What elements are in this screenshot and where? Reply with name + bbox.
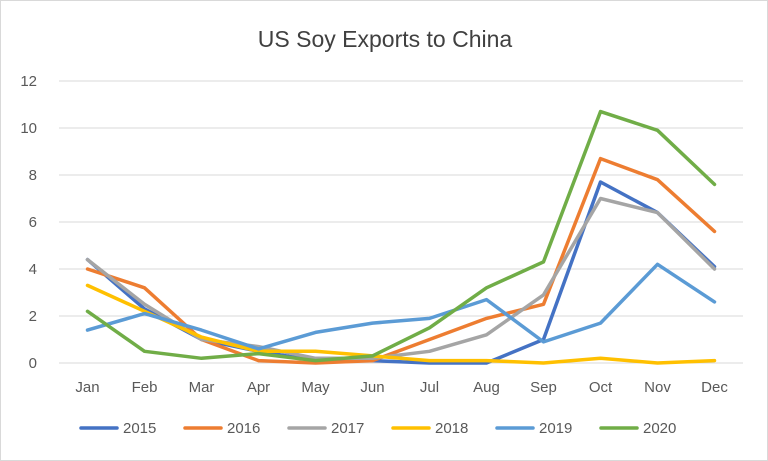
x-tick-label: Oct	[589, 379, 613, 396]
legend-label: 2015	[123, 420, 156, 437]
x-tick-label: May	[301, 379, 330, 396]
y-axis-ticks: 0 2 4 6 8 10 12	[20, 73, 37, 372]
legend-item-2017: 2017	[287, 420, 364, 437]
x-tick-label: Aug	[473, 379, 500, 396]
y-tick-label: 6	[29, 214, 37, 231]
x-axis-ticks: Jan Feb Mar Apr May Jun Jul Aug Sep Oct Nov Dec	[75, 379, 728, 396]
legend-label: 2018	[435, 420, 468, 437]
x-tick-label: Feb	[132, 379, 158, 396]
legend-label: 2020	[643, 420, 676, 437]
x-tick-label: Apr	[247, 379, 270, 396]
chart-title: US Soy Exports to China	[258, 26, 513, 52]
x-tick-label: Jan	[75, 379, 99, 396]
series-lines	[85, 109, 717, 365]
legend-label: 2019	[539, 420, 572, 437]
legend-item-2015: 2015	[79, 420, 156, 437]
x-tick-label: Jun	[360, 379, 384, 396]
y-tick-label: 0	[29, 355, 37, 372]
y-tick-label: 10	[20, 120, 37, 137]
series-line-2015	[85, 180, 717, 365]
legend-label: 2017	[331, 420, 364, 437]
series-line-2018	[85, 283, 717, 365]
legend-item-2016: 2016	[183, 420, 260, 437]
legend-label: 2016	[227, 420, 260, 437]
x-tick-label: Jul	[420, 379, 439, 396]
y-tick-label: 8	[29, 167, 37, 184]
x-tick-label: Mar	[189, 379, 215, 396]
legend-item-2019: 2019	[495, 420, 572, 437]
series-line-2020	[85, 109, 717, 363]
x-tick-label: Nov	[644, 379, 671, 396]
x-tick-label: Dec	[701, 379, 728, 396]
legend-item-2018: 2018	[391, 420, 468, 437]
y-tick-label: 12	[20, 73, 37, 90]
series-line-2019	[85, 262, 717, 351]
legend: 2015 2016 2017 2018 2019 2020	[79, 420, 676, 437]
series-line-2016	[85, 156, 717, 365]
y-tick-label: 4	[29, 261, 37, 278]
legend-item-2020: 2020	[599, 420, 676, 437]
y-tick-label: 2	[29, 308, 37, 325]
x-tick-label: Sep	[530, 379, 557, 396]
